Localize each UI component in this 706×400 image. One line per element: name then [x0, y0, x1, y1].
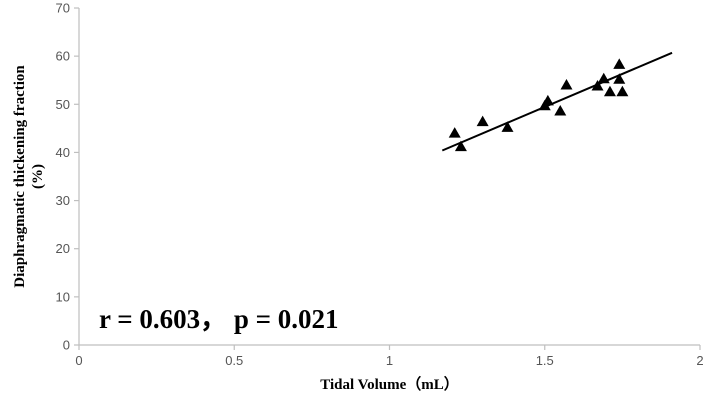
- y-axis-title-line2: (%): [30, 164, 46, 189]
- data-point: [560, 79, 573, 90]
- y-tick-label: 60: [56, 49, 70, 64]
- axes: [78, 8, 700, 346]
- data-point: [603, 85, 616, 97]
- data-point: [591, 79, 604, 91]
- x-axis-title: Tidal Volume（mL）: [320, 375, 459, 393]
- data-point: [554, 105, 567, 116]
- x-tick-label: 2: [696, 353, 703, 368]
- y-tick-label: 20: [56, 241, 70, 256]
- y-axis-title-line1: Diaphragmatic thickening fraction: [12, 65, 28, 288]
- correlation-annotation: r = 0.603， p = 0.021: [99, 304, 339, 334]
- data-point: [476, 115, 489, 127]
- data-point: [613, 73, 626, 84]
- x-tick-label: 0.5: [225, 353, 243, 368]
- data-point: [501, 121, 514, 132]
- x-axis-ticks: 0 0.5 1 1.5 2: [75, 345, 704, 368]
- data-points: [448, 58, 629, 152]
- y-tick-label: 40: [56, 145, 70, 160]
- data-point: [448, 127, 461, 138]
- x-tick-label: 1: [386, 353, 393, 368]
- y-tick-label: 50: [56, 97, 70, 112]
- y-tick-label: 10: [56, 289, 70, 304]
- data-point: [597, 72, 610, 84]
- y-axis-ticks: 0 10 20 30 40 50 60 70: [56, 1, 79, 353]
- data-point: [613, 58, 626, 69]
- y-tick-label: 30: [56, 193, 70, 208]
- x-tick-label: 0: [75, 353, 82, 368]
- data-point: [541, 94, 554, 106]
- data-point: [454, 140, 467, 152]
- x-tick-label: 1.5: [536, 353, 554, 368]
- y-tick-label: 0: [63, 338, 70, 353]
- y-axis-title: Diaphragmatic thickening fraction (%): [12, 65, 46, 288]
- data-point: [616, 85, 629, 97]
- trendline: [441, 51, 673, 152]
- y-tick-label: 70: [56, 1, 70, 16]
